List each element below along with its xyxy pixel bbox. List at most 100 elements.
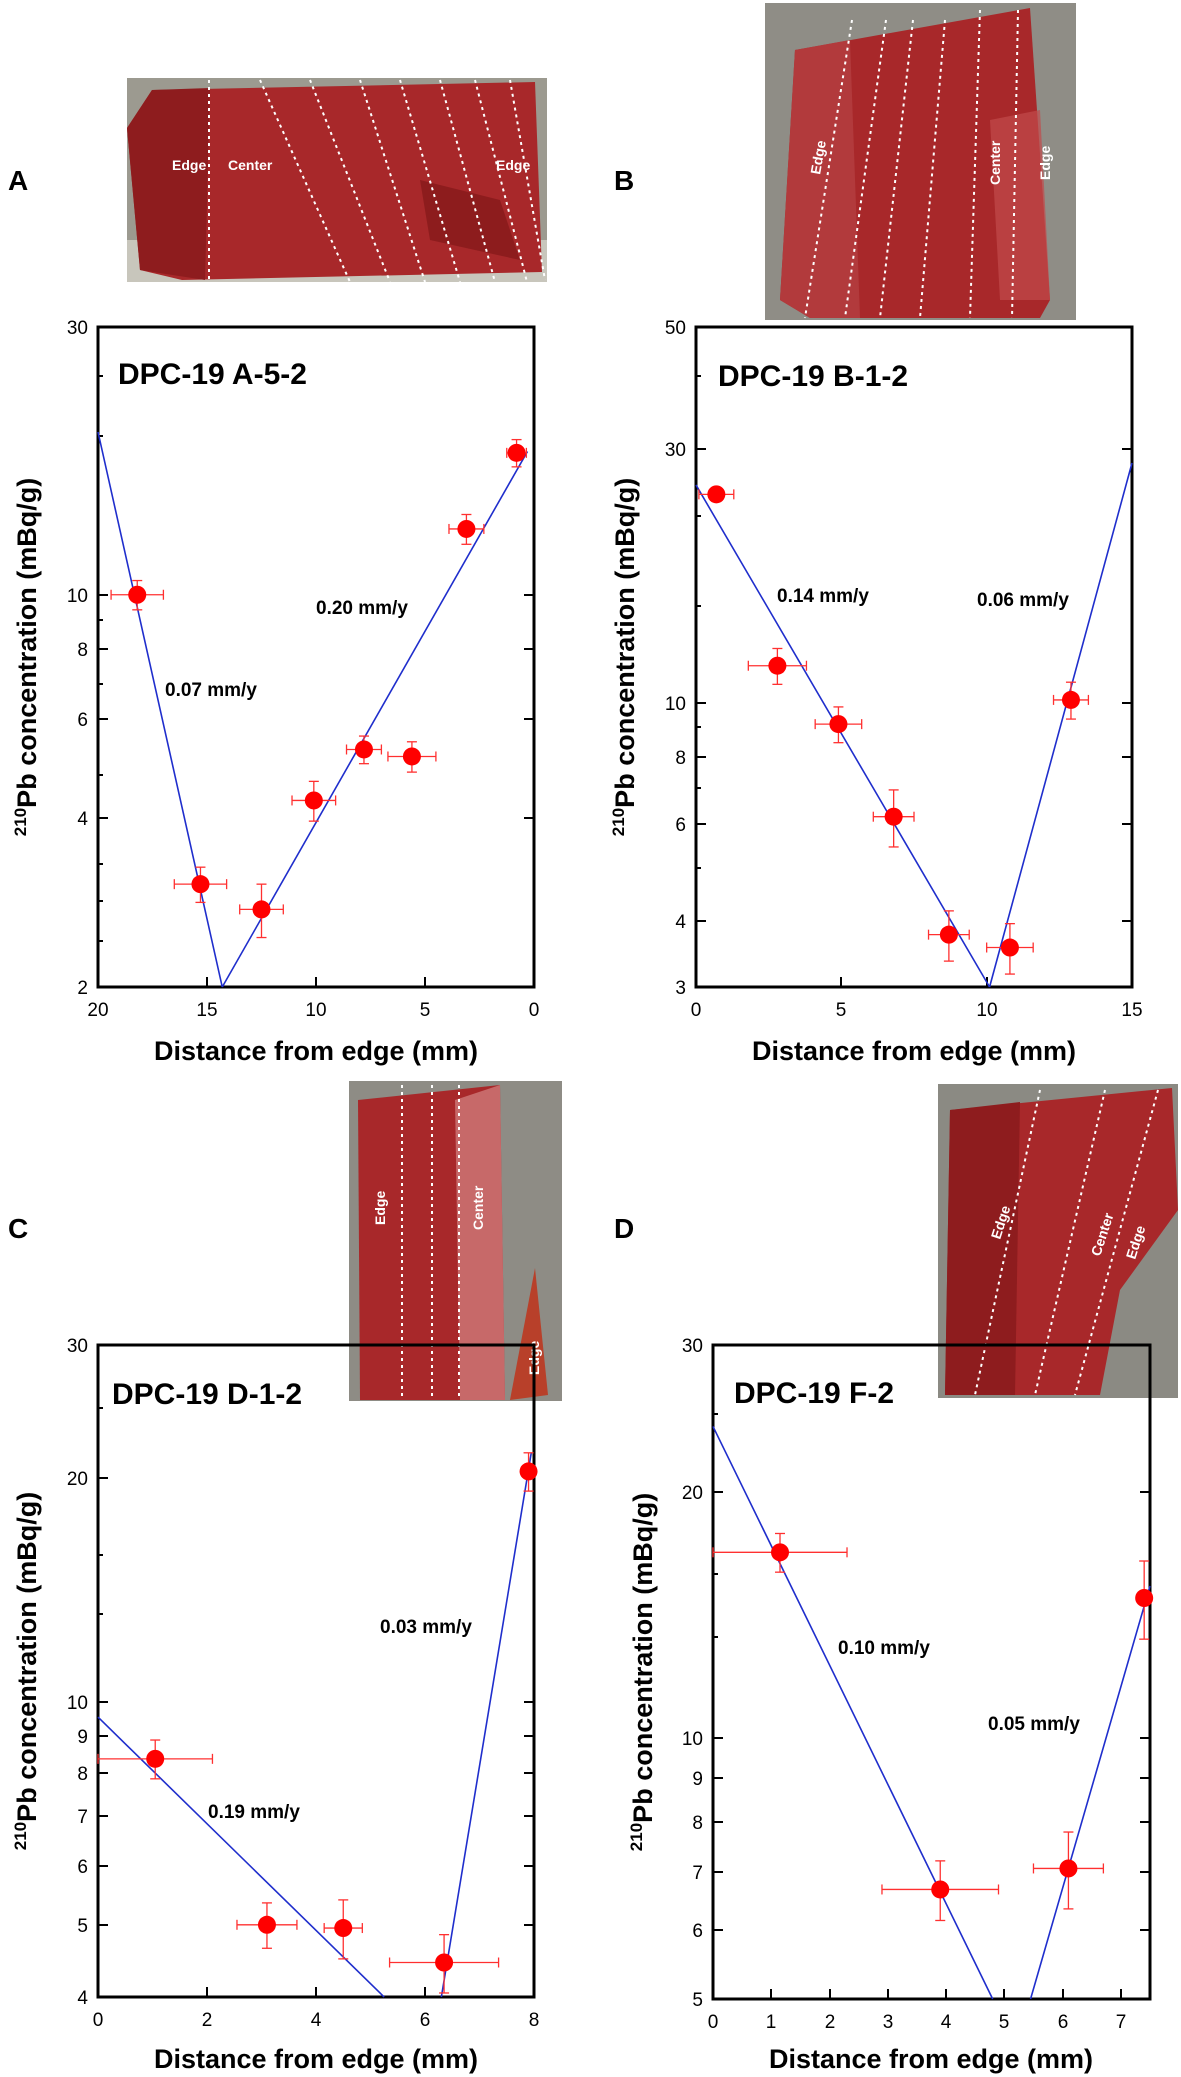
photo-b-label-edge-left: Edge [807, 139, 829, 176]
point-marker [354, 740, 373, 759]
plot-d-y-axis-main: Pb concentration (mBq/g) [628, 1493, 658, 1823]
plot-b-data-point [814, 706, 863, 744]
point-marker [191, 875, 210, 894]
plot-a-rate-label-2: 0.20 mm/y [316, 598, 408, 619]
plot-a-marks [97, 431, 529, 988]
panel-letter-a: A [8, 165, 28, 196]
plot-b-ytick-label: 8 [675, 748, 686, 769]
plot-d-xtick-label: 2 [825, 2012, 836, 2033]
plot-d-marks [712, 1426, 1154, 2000]
plot-a-xtick-label: 5 [420, 1000, 431, 1021]
plot-d-title: DPC-19 F-2 [734, 1377, 894, 1410]
plot-d-data-point [881, 1860, 1000, 1922]
plot-b-y-axis-label: 210Pb concentration (mBq/g) [609, 478, 640, 836]
plot-d-ytick-label: 20 [682, 1483, 703, 1504]
plot-c-ytick-label: 6 [77, 1857, 88, 1878]
panel-b: B Edge Center Edge DPC-19 B-1-2 [609, 3, 1143, 1066]
plot-a-xtick-label: 20 [87, 1000, 108, 1021]
plot-a-frame [96, 325, 536, 989]
point-marker [146, 1749, 165, 1768]
photo-b-tissue-edge [990, 110, 1050, 300]
plot-b-data-point [1052, 681, 1090, 720]
plot-c-data-point [519, 1452, 538, 1492]
plot-a-y-axis-main: Pb concentration (mBq/g) [12, 478, 42, 808]
plot-b-x-axis-label: Distance from edge (mm) [752, 1036, 1076, 1066]
plot-d-y-ticks [713, 1344, 1150, 2000]
plot-c-xtick-label: 4 [311, 2010, 322, 2031]
point-marker [402, 747, 421, 766]
plot-c-ytick-label: 7 [77, 1807, 88, 1828]
photo-c-tissue-small [510, 1268, 548, 1400]
plot-c-y-axis-sup: 210 [11, 1822, 30, 1850]
plot-a-data-point [506, 438, 528, 468]
plot-a-ytick-label: 6 [77, 710, 88, 731]
photo-b-cut-lines [804, 9, 1019, 319]
plot-b-y-axis-main: Pb concentration (mBq/g) [610, 478, 640, 808]
plot-c-xtick-label: 0 [93, 2010, 104, 2031]
plot-c-frame [96, 1343, 536, 1999]
plot-b-data-point [698, 485, 735, 504]
photo-a-tissue-dark [420, 180, 520, 260]
plot-a-data-point [345, 735, 383, 765]
point-marker [771, 1543, 790, 1562]
plot-d: DPC-19 F-2 5 6 7 8 9 10 20 30 [627, 1336, 1154, 2074]
plot-b-xtick-label: 5 [836, 1000, 847, 1021]
plot-d-ytick-label: 6 [692, 1921, 703, 1942]
plot-a-data-point [110, 579, 165, 611]
plot-b-ytick-label: 50 [665, 318, 686, 339]
plot-d-data-point [712, 1532, 848, 1573]
photo-c-label-edge-left: Edge [372, 1191, 388, 1225]
plot-d-xtick-label: 5 [999, 2012, 1010, 2033]
plot-c-data-point [323, 1899, 363, 1960]
plot-b-ytick-label: 10 [665, 694, 686, 715]
plot-d-ytick-label: 10 [682, 1729, 703, 1750]
plot-d-y-axis-label: 210Pb concentration (mBq/g) [627, 1493, 658, 1851]
plot-c-rate-label-2: 0.03 mm/y [380, 1617, 472, 1638]
plot-b-title: DPC-19 B-1-2 [718, 360, 908, 393]
plot-b-xtick-label: 10 [976, 1000, 997, 1021]
plot-b-data-point [927, 910, 970, 962]
svg-text:210Pb concentration (mBq/g): 210Pb concentration (mBq/g) [609, 478, 640, 836]
point-marker [507, 443, 526, 462]
plot-a-rate-label-1: 0.07 mm/y [165, 680, 257, 701]
plot-b-xtick-label: 15 [1121, 1000, 1142, 1021]
point-marker [931, 1880, 950, 1899]
panel-c: C Edge Center Edge DPC-19 D-1-2 [8, 1081, 562, 2074]
plot-b-fit-line-2 [988, 462, 1133, 988]
plot-a-ytick-label: 4 [77, 809, 88, 830]
plot-d-xtick-label: 4 [941, 2012, 952, 2033]
plot-b-ytick-label: 4 [675, 912, 686, 933]
plot-a-x-axis-label: Distance from edge (mm) [154, 1036, 478, 1066]
panel-a: A Edge Center Edge DP [8, 78, 547, 1066]
panel-d: D Edge Center Edge DPC-19 F-2 [614, 1084, 1178, 2074]
point-marker [334, 1919, 353, 1938]
plot-d-fit-line-2 [1029, 1585, 1151, 2000]
point-marker [257, 1915, 276, 1934]
photo-c-label-center: Center [470, 1185, 486, 1230]
plot-b-rate-label-2: 0.06 mm/y [977, 590, 1069, 611]
point-marker [829, 715, 848, 734]
plot-d-xtick-label: 0 [708, 2012, 719, 2033]
point-marker [519, 1462, 538, 1481]
plot-b-y-ticks [696, 326, 1132, 988]
point-marker [707, 485, 726, 504]
plot-c-ytick-label: 20 [67, 1469, 88, 1490]
plot-d-rate-label-1: 0.10 mm/y [838, 1638, 930, 1659]
plot-c-ytick-label: 5 [77, 1916, 88, 1937]
plot-a-y-axis-sup: 210 [11, 808, 30, 836]
plot-c-y-axis-label: 210Pb concentration (mBq/g) [11, 1492, 42, 1850]
plot-a-xtick-label: 0 [529, 1000, 540, 1021]
plot-c-rate-label-1: 0.19 mm/y [208, 1802, 300, 1823]
point-marker [939, 925, 958, 944]
plot-a: DPC-19 A-5-2 2 4 6 8 10 30 [11, 318, 539, 1066]
plot-c-ytick-label: 10 [67, 1693, 88, 1714]
plot-d-y-axis-sup: 210 [627, 1823, 646, 1851]
plot-a-fit-line-2 [221, 451, 529, 988]
plot-a-ytick-label: 2 [77, 978, 88, 999]
photo-c-tissue-light [455, 1085, 505, 1400]
plot-a-ytick-label: 30 [67, 318, 88, 339]
photo-a-label-center: Center [228, 157, 273, 173]
photo-d-tissue-shade [945, 1102, 1020, 1395]
sample-photo-d: Edge Center Edge [938, 1084, 1178, 1398]
